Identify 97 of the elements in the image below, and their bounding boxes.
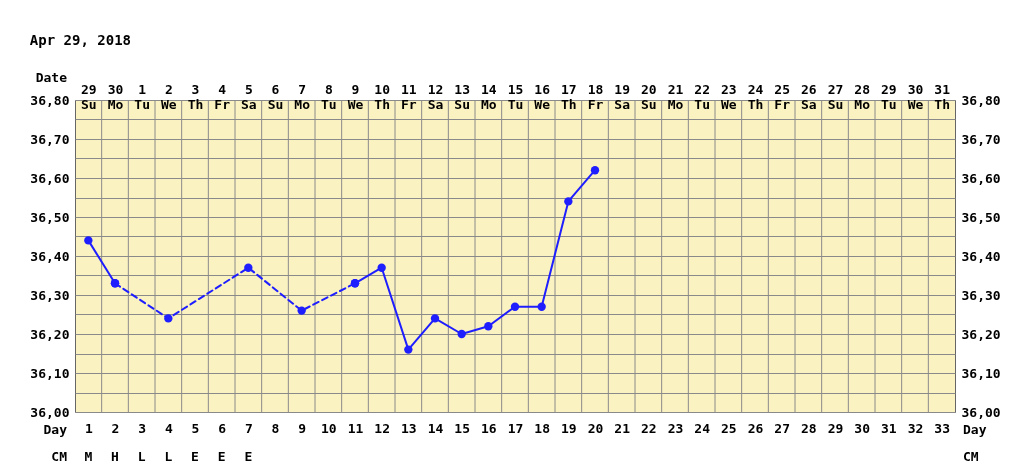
x2-tick-label: 4	[164, 420, 173, 436]
y-tick-label: 36,40	[30, 248, 70, 264]
x-tick-label: 4 Fr	[214, 81, 231, 112]
y-tick-label: 36,20	[30, 326, 70, 342]
y2-tick-label: 36,50	[961, 209, 1001, 225]
x-tick-label: 26 Sa	[801, 81, 817, 112]
x2-tick-label: 1	[84, 420, 93, 436]
y-tick-label: 36,30	[30, 287, 70, 303]
x2-tick-label: 21	[614, 420, 631, 436]
x-tick-label: 1 Tu	[134, 81, 150, 112]
x-tick-label: 16 We	[534, 81, 551, 112]
text: M	[84, 449, 93, 464]
x2-tick-label: 22	[641, 420, 657, 436]
x2-tick-label: 7	[244, 420, 253, 436]
x-tick-label: 21 Mo	[667, 81, 684, 112]
text: L	[137, 449, 146, 464]
x-tick-label: 24 Th	[747, 81, 764, 112]
x2-tick-label: 24	[694, 420, 711, 436]
x-tick-label: 2 We	[161, 81, 177, 112]
x-tick-label: 15 Tu	[507, 81, 524, 112]
x2-tick-label: 9	[298, 420, 307, 436]
y2-tick-label: 36,10	[961, 365, 1001, 381]
x-tick-label: 29 Su	[81, 81, 97, 112]
x-tick-label: 9 We	[347, 81, 364, 112]
x-tick-label: 29 Tu	[881, 81, 897, 112]
x-tick-label: 19 Sa	[614, 81, 631, 112]
x2-tick-label: 6	[218, 420, 227, 436]
x2-tick-label: 26	[747, 420, 764, 436]
x-tick-label: 13 Su	[454, 81, 470, 112]
x-tick-label: 11 Fr	[401, 81, 417, 112]
text: Day	[43, 422, 67, 437]
text: E	[191, 449, 199, 464]
x-tick-label: 3 Th	[187, 81, 204, 112]
x-tick-label: 5 Sa	[241, 81, 257, 112]
x2-tick-label: 25	[721, 420, 737, 436]
y-tick-label: 36,50	[30, 209, 70, 225]
x2-tick-label: 30	[854, 420, 871, 436]
y-tick-label: 36,10	[30, 365, 70, 381]
x2-tick-label: 5	[191, 420, 200, 436]
x2-tick-label: 3	[138, 420, 147, 436]
x-tick-label: 18 Fr	[587, 81, 604, 112]
text: H	[111, 449, 119, 464]
text: CM	[963, 449, 979, 464]
y2-tick-label: 36,80	[961, 92, 1001, 108]
x-tick-label: 23 We	[721, 81, 737, 112]
x-tick-label: 6 Su	[267, 81, 284, 112]
y2-tick-label: 36,60	[961, 170, 1001, 186]
x-tick-label: 31 Th	[934, 81, 951, 112]
x2-tick-label: 17	[507, 420, 524, 436]
x2-tick-label: 33	[934, 420, 950, 436]
x-tick-label: 27 Su	[827, 81, 844, 112]
x-tick-label: 17 Th	[561, 81, 577, 112]
x2-tick-label: 15	[454, 420, 470, 436]
x-tick-label: 30 Mo	[107, 81, 124, 112]
x-tick-label: 30 We	[907, 81, 924, 112]
x-tick-label: 7 Mo	[294, 81, 311, 112]
y-tick-label: 36,60	[30, 170, 70, 186]
x2-tick-label: 19	[561, 420, 577, 436]
x2-tick-label: 2	[111, 420, 120, 436]
y-tick-label: 36,70	[30, 131, 70, 147]
x-tick-label: 12 Sa	[427, 81, 444, 112]
x2-tick-label: 29	[827, 420, 844, 436]
x2-tick-label: 11	[347, 420, 364, 436]
y-tick-label: 36,80	[30, 92, 70, 108]
x2-axis-title: Day	[963, 422, 987, 437]
x2-tick-label: 31	[881, 420, 897, 436]
text: E	[244, 449, 253, 464]
x-tick-label: 25 Fr	[774, 81, 791, 112]
x2-tick-label: 10	[321, 420, 337, 436]
text: CM	[51, 449, 67, 464]
x2-tick-label: 16	[481, 420, 497, 436]
x-tick-label: 14 Mo	[481, 81, 497, 112]
chart-title: Apr 29, 2018	[29, 32, 132, 48]
x2-tick-label: 23	[667, 420, 684, 436]
y2-tick-label: 36,40	[961, 248, 1001, 264]
x2-tick-label: 14	[427, 420, 444, 436]
y2-tick-label: 36,20	[961, 326, 1001, 342]
x2-tick-label: 28	[801, 420, 817, 436]
y2-tick-label: 36,00	[961, 404, 1001, 420]
x2-tick-label: 20	[587, 420, 604, 436]
y-tick-label: 36,00	[30, 404, 70, 420]
text: E	[217, 449, 226, 464]
y2-tick-label: 36,70	[961, 131, 1001, 147]
x-tick-label: 10 Th	[374, 81, 391, 112]
y2-tick-label: 36,30	[961, 287, 1001, 303]
x2-tick-label: 8	[271, 420, 280, 436]
x-tick-label: 22 Tu	[694, 81, 710, 112]
x-tick-label: 28 Mo	[854, 81, 871, 112]
x2-tick-label: 27	[774, 420, 790, 436]
text: L	[164, 449, 173, 464]
x-tick-label: 8 Tu	[321, 81, 337, 112]
x-tick-label: 20 Su	[641, 81, 657, 112]
x-axis-title: Date	[35, 70, 68, 85]
x2-tick-label: 18	[534, 420, 551, 436]
x2-tick-label: 12	[374, 420, 390, 436]
x2-tick-label: 32	[907, 420, 924, 436]
x2-tick-label: 13	[401, 420, 417, 436]
